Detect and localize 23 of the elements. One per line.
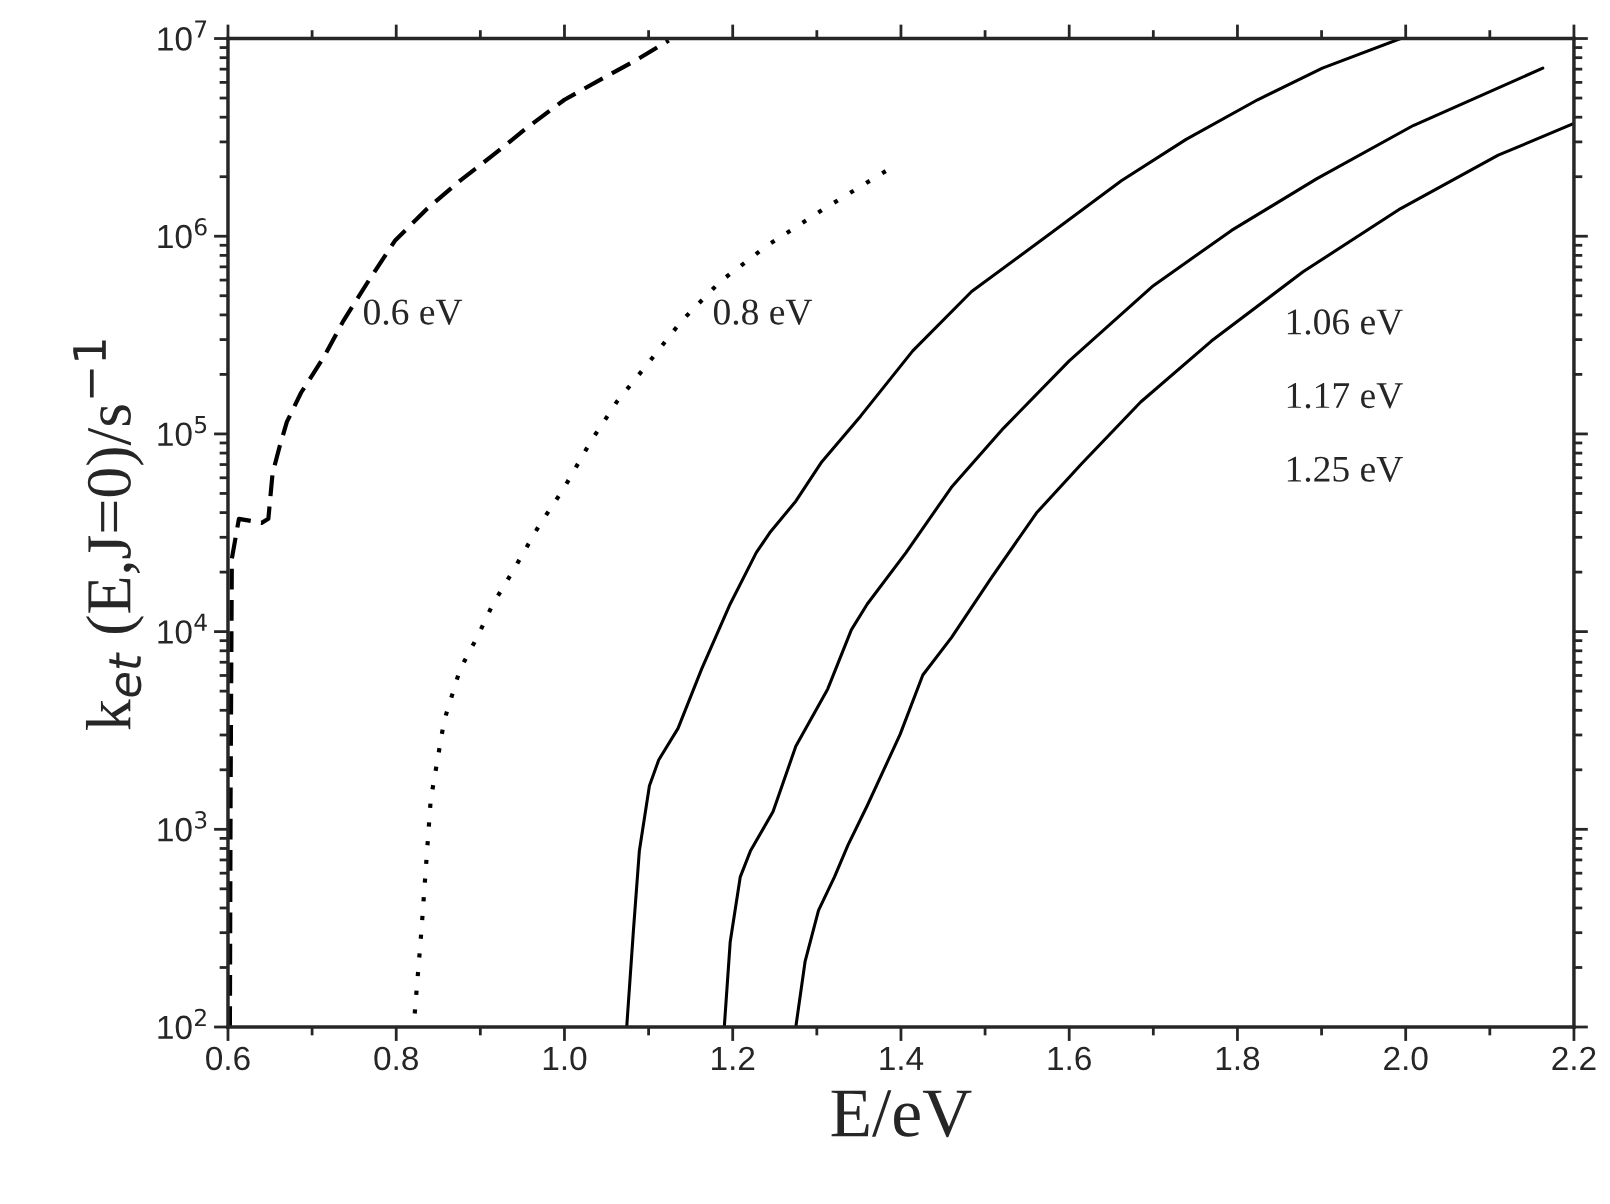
x-axis-title: E/eV [831,1090,972,1138]
x-tick-label: 1.6 [1048,1046,1091,1071]
line-series [625,38,1403,1028]
x-tick-label: 1.4 [880,1046,924,1070]
y-tick-label: 10$^{2}$ [158,1008,206,1040]
y-tick-label: 10$^{4}$ [158,613,207,644]
annotation: 1.06 eV [1287,309,1403,335]
y-tick-label: 10$^{5}$ [158,416,207,447]
x-tick-label: 1.8 [1216,1046,1260,1071]
x-tick-label: 0.8 [374,1046,418,1071]
x-tick-label: 2.2 [1552,1046,1596,1070]
y-tick-label: 10$^{6}$ [158,217,207,249]
series-label: 0.8 eV [713,299,813,325]
series-label: 0.6 eV [364,299,463,325]
y-tick-label: 10$^{3}$ [158,811,207,842]
y-axis-title: k$_{et}$ (E,J=0)/s$^{−1}$ [73,340,144,730]
y-tick-label: 10$^{7}$ [158,20,207,51]
x-tick-label: 1.2 [712,1046,755,1070]
annotation: 1.17 eV [1287,383,1403,409]
x-tick-label: 2.0 [1384,1046,1428,1071]
x-tick-label: 0.6 [206,1046,250,1071]
annotation: 1.25 eV [1287,456,1403,483]
x-tick-label: 1.0 [543,1046,587,1071]
